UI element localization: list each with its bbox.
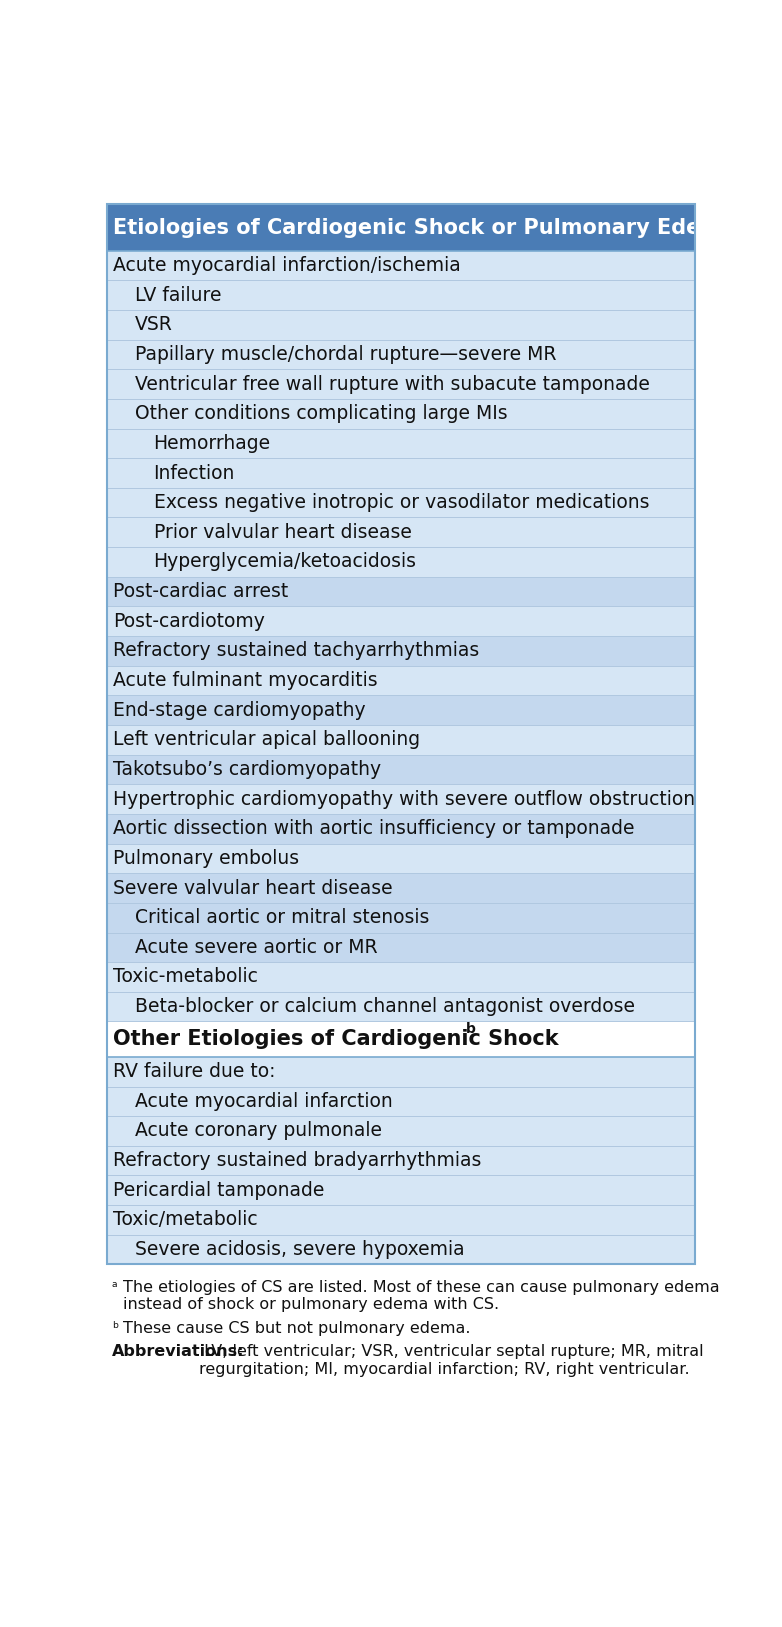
Text: Papillary muscle/chordal rupture—severe MR: Papillary muscle/chordal rupture—severe …	[135, 345, 557, 364]
Bar	[107, 903, 694, 932]
Bar	[107, 369, 694, 399]
Text: VSR: VSR	[135, 316, 173, 334]
Text: Beta-blocker or calcium channel antagonist overdose: Beta-blocker or calcium channel antagoni…	[135, 997, 635, 1017]
Text: b: b	[466, 1022, 475, 1036]
Text: Critical aortic or mitral stenosis: Critical aortic or mitral stenosis	[135, 908, 429, 927]
Text: These cause CS but not pulmonary edema.: These cause CS but not pulmonary edema.	[124, 1321, 471, 1336]
Bar	[107, 428, 694, 459]
Bar	[107, 340, 694, 369]
Text: RV failure due to:: RV failure due to:	[113, 1062, 276, 1082]
Bar	[107, 962, 694, 992]
Text: Acute myocardial infarction: Acute myocardial infarction	[135, 1092, 393, 1111]
Bar	[107, 205, 694, 251]
Text: LV failure: LV failure	[135, 286, 221, 304]
Bar	[107, 488, 694, 517]
Text: Other Etiologies of Cardiogenic Shock: Other Etiologies of Cardiogenic Shock	[113, 1030, 559, 1049]
Text: LV, left ventricular; VSR, ventricular septal rupture; MR, mitral regurgitation;: LV, left ventricular; VSR, ventricular s…	[199, 1344, 703, 1376]
Bar	[107, 1206, 694, 1235]
Bar	[107, 607, 694, 636]
Text: Severe acidosis, severe hypoxemia: Severe acidosis, severe hypoxemia	[135, 1240, 465, 1259]
Text: Post-cardiotomy: Post-cardiotomy	[113, 612, 265, 631]
Bar	[107, 665, 694, 695]
Text: Etiologies of Cardiogenic Shock or Pulmonary Edema: Etiologies of Cardiogenic Shock or Pulmo…	[113, 218, 737, 238]
Bar	[107, 578, 694, 607]
Bar	[107, 459, 694, 488]
Bar	[107, 399, 694, 428]
Text: Infection: Infection	[153, 464, 235, 483]
Text: Acute myocardial infarction/ischemia: Acute myocardial infarction/ischemia	[113, 255, 461, 275]
Bar	[107, 1116, 694, 1145]
Text: Refractory sustained bradyarrhythmias: Refractory sustained bradyarrhythmias	[113, 1152, 482, 1170]
Bar	[107, 843, 694, 874]
Bar	[107, 205, 694, 1264]
Text: Other conditions complicating large MIs: Other conditions complicating large MIs	[135, 403, 508, 423]
Bar	[107, 814, 694, 843]
Text: Takotsubo’s cardiomyopathy: Takotsubo’s cardiomyopathy	[113, 760, 382, 779]
Bar	[107, 280, 694, 311]
Text: Aortic dissection with aortic insufficiency or tamponade: Aortic dissection with aortic insufficie…	[113, 820, 635, 838]
Text: Toxic-metabolic: Toxic-metabolic	[113, 968, 258, 986]
Bar	[107, 1235, 694, 1264]
Text: The etiologies of CS are listed. Most of these can cause pulmonary edema instead: The etiologies of CS are listed. Most of…	[124, 1280, 720, 1313]
Text: ᵇ: ᵇ	[112, 1321, 118, 1336]
Text: Abbreviations:: Abbreviations:	[112, 1344, 244, 1359]
Bar	[107, 992, 694, 1022]
Bar	[107, 547, 694, 578]
Bar	[107, 1087, 694, 1116]
Text: Refractory sustained tachyarrhythmias: Refractory sustained tachyarrhythmias	[113, 641, 479, 661]
Text: Ventricular free wall rupture with subacute tamponade: Ventricular free wall rupture with subac…	[135, 374, 650, 394]
Bar	[107, 1022, 694, 1058]
Bar	[107, 755, 694, 784]
Text: Hemorrhage: Hemorrhage	[153, 434, 271, 452]
Bar	[107, 874, 694, 903]
Text: Severe valvular heart disease: Severe valvular heart disease	[113, 879, 393, 898]
Bar	[107, 784, 694, 814]
Text: ᵃ: ᵃ	[112, 1280, 117, 1295]
Bar	[107, 1145, 694, 1175]
Bar	[107, 1058, 694, 1087]
Bar	[107, 1175, 694, 1206]
Bar	[107, 726, 694, 755]
Bar	[107, 636, 694, 665]
Text: Hyperglycemia/ketoacidosis: Hyperglycemia/ketoacidosis	[153, 553, 417, 571]
Text: Acute coronary pulmonale: Acute coronary pulmonale	[135, 1121, 382, 1141]
Text: End-stage cardiomyopathy: End-stage cardiomyopathy	[113, 701, 366, 719]
Text: Hypertrophic cardiomyopathy with severe outflow obstruction: Hypertrophic cardiomyopathy with severe …	[113, 789, 695, 809]
Text: Toxic/metabolic: Toxic/metabolic	[113, 1210, 258, 1230]
Text: Left ventricular apical ballooning: Left ventricular apical ballooning	[113, 731, 421, 750]
Text: Post-cardiac arrest: Post-cardiac arrest	[113, 582, 289, 600]
Bar	[107, 517, 694, 547]
Text: Acute fulminant myocarditis: Acute fulminant myocarditis	[113, 670, 378, 690]
Text: Pulmonary embolus: Pulmonary embolus	[113, 849, 300, 867]
Text: Pericardial tamponade: Pericardial tamponade	[113, 1181, 325, 1199]
Text: Prior valvular heart disease: Prior valvular heart disease	[153, 522, 411, 542]
Bar	[107, 932, 694, 962]
Bar	[107, 311, 694, 340]
Text: Acute severe aortic or MR: Acute severe aortic or MR	[135, 937, 378, 957]
Bar	[107, 251, 694, 280]
Bar	[107, 695, 694, 726]
Text: Excess negative inotropic or vasodilator medications: Excess negative inotropic or vasodilator…	[153, 493, 649, 513]
